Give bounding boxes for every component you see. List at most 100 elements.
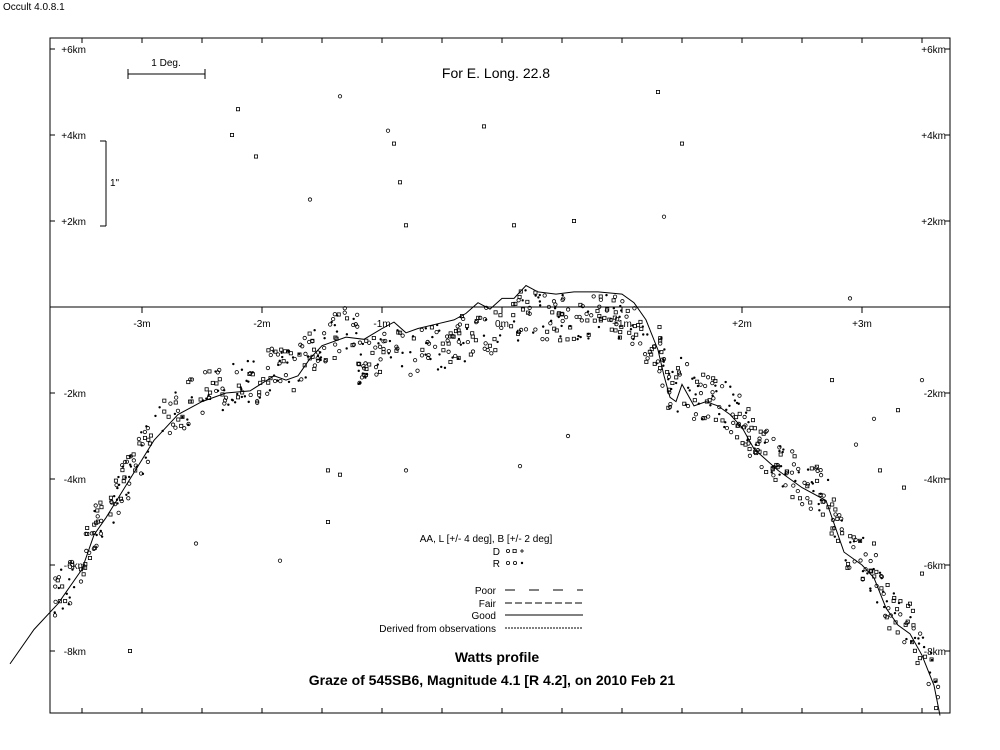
observation-point: [658, 338, 663, 343]
observation-point: [837, 513, 842, 518]
x-tick-label: -3m: [133, 319, 150, 330]
observation-point: [53, 599, 58, 604]
observation-point: [902, 485, 907, 490]
observation-point: [441, 348, 446, 353]
observation-point: [401, 351, 404, 355]
observation-point: [61, 607, 64, 610]
observation-point: [572, 218, 577, 223]
observation-point: [325, 520, 330, 525]
observation-point: [71, 568, 74, 571]
observation-point: [315, 350, 321, 355]
observation-point: [904, 620, 909, 626]
observation-point: [926, 681, 931, 687]
observation-point: [764, 438, 769, 443]
observation-point: [408, 372, 413, 377]
observation-point: [498, 313, 503, 318]
observation-point: [698, 391, 704, 396]
observation-point: [378, 357, 383, 362]
observation-point: [240, 368, 244, 371]
observation-point: [112, 501, 118, 507]
observation-point: [747, 420, 750, 424]
observation-point: [355, 324, 360, 329]
observation-point: [461, 316, 466, 322]
observation-point: [645, 356, 650, 361]
y-tick-label-right: -4km: [924, 475, 946, 486]
observation-point: [95, 508, 100, 513]
observation-point: [620, 299, 625, 304]
observation-point: [424, 327, 428, 330]
observation-point: [714, 384, 717, 387]
observation-point: [879, 586, 884, 591]
observation-point: [527, 311, 532, 316]
observation-point: [179, 423, 184, 428]
observation-point: [921, 636, 925, 639]
observation-point: [613, 310, 618, 315]
observation-point: [167, 430, 172, 436]
observation-point: [540, 337, 545, 342]
degree-scale-bar: 1 Deg.: [127, 58, 206, 79]
observation-point: [361, 364, 366, 369]
observation-point: [735, 435, 740, 440]
observation-point: [911, 626, 916, 631]
observation-point: [887, 626, 892, 631]
observation-point: [658, 366, 663, 371]
observation-point: [127, 475, 131, 479]
legend-marker-r-symbols: [505, 561, 524, 566]
observation-point: [330, 320, 333, 324]
observation-point: [613, 328, 618, 333]
observation-point: [95, 514, 100, 519]
observation-point: [717, 404, 722, 410]
observation-point: [470, 349, 476, 354]
observation-point: [700, 416, 706, 421]
observation-point: [355, 331, 358, 335]
observation-point: [808, 506, 813, 511]
observation-point: [872, 541, 877, 546]
observation-point: [261, 377, 266, 382]
observation-point: [128, 463, 132, 466]
observation-point: [826, 505, 831, 510]
observation-point: [319, 356, 323, 359]
observation-point: [829, 531, 834, 536]
observation-point: [882, 605, 886, 609]
observation-point: [860, 576, 865, 581]
legend-header: AA, L [+/- 4 deg], B [+/- 2 deg]: [420, 534, 553, 545]
observation-point: [398, 330, 403, 335]
observation-point: [145, 459, 151, 464]
observation-point: [117, 475, 120, 479]
observation-point: [258, 380, 263, 385]
observation-point: [255, 399, 260, 404]
y-tick-label-right: -6km: [924, 561, 946, 572]
observation-point: [777, 445, 782, 450]
observation-point: [728, 404, 731, 407]
legend-marker-r-label: R: [493, 559, 500, 570]
observation-point: [223, 395, 229, 400]
observation-point: [325, 468, 330, 473]
observation-point: [247, 400, 250, 404]
y-tick-label-left: +6km: [61, 45, 86, 56]
observation-point: [791, 462, 797, 467]
observation-point: [917, 656, 922, 661]
observation-point: [815, 468, 820, 473]
observation-point: [511, 313, 516, 318]
observation-point: [902, 640, 907, 645]
observation-point: [431, 335, 434, 339]
observation-point: [754, 443, 758, 446]
observation-point: [81, 572, 86, 577]
observation-point: [729, 385, 732, 388]
observation-point: [657, 369, 662, 374]
observation-point: [789, 470, 795, 475]
observation-point: [200, 410, 205, 415]
observation-point: [518, 289, 523, 294]
x-tick-label: -1m: [373, 319, 390, 330]
observation-point: [542, 293, 547, 298]
observation-point: [412, 358, 418, 363]
observation-point: [286, 361, 289, 364]
observation-point: [754, 451, 759, 456]
observation-point: [240, 388, 243, 391]
observation-point: [729, 430, 734, 435]
observation-point: [896, 408, 901, 413]
observation-point: [605, 293, 608, 297]
observation-point: [434, 329, 439, 335]
observation-point: [682, 401, 687, 406]
observation-point: [175, 408, 181, 413]
